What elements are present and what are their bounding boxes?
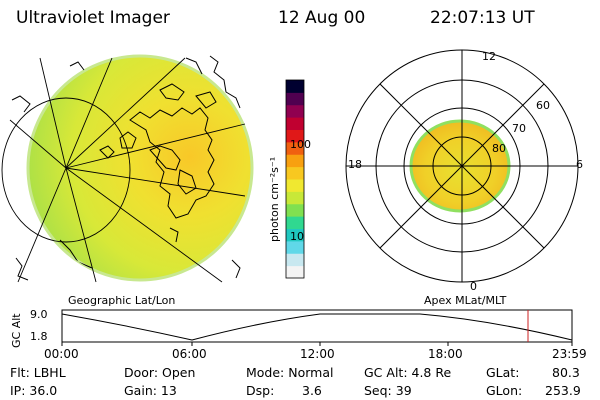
timeline-x-tick-3: 18:00 [428, 347, 463, 361]
colorbar-segment [286, 191, 304, 205]
colorbar-segment [286, 117, 304, 130]
mode-readout: Mode: Normal [246, 365, 334, 380]
seq-readout: Seq: 39 [364, 383, 412, 398]
instrument-title: Ultraviolet Imager [16, 8, 170, 28]
earth-disk [28, 56, 252, 280]
mlt-label-18: 18 [348, 158, 362, 171]
mlat-label-80: 80 [492, 142, 506, 155]
orbit-timeline: GC Alt 9.0 1.8 [10, 308, 573, 348]
glat-value: 80.3 [552, 365, 580, 380]
door-readout: Door: Open [124, 365, 196, 380]
timeline-y-label: GC Alt [10, 313, 23, 348]
colorbar-segment [286, 216, 304, 229]
mlt-label-12: 12 [482, 50, 496, 63]
glon-value: 253.9 [545, 383, 581, 398]
colorbar-tick-100: 100 [290, 138, 311, 151]
timeline-y-tick-max: 9.0 [30, 308, 48, 321]
polar-plot: 12 0 18 6 60 70 80 [345, 49, 583, 293]
colorbar-segment [286, 265, 304, 279]
colorbar-tick-10: 10 [290, 230, 304, 243]
timeline-x-tick-1: 06:00 [172, 347, 207, 361]
colorbar-segment [286, 92, 304, 106]
colorbar-segment [286, 228, 304, 242]
mlt-label-6: 6 [576, 158, 583, 171]
colorbar [285, 79, 305, 279]
coastlines-outer [11, 55, 241, 281]
glon-label: GLon: [486, 383, 523, 398]
geo-panel-label: Geographic Lat/Lon [68, 294, 175, 307]
gain-readout: Gain: 13 [124, 383, 177, 398]
date-label: 12 Aug 00 [278, 8, 366, 28]
timeline-x-tick-2: 12:00 [300, 347, 335, 361]
mlat-label-70: 70 [512, 122, 526, 135]
colorbar-segment [286, 240, 304, 254]
colorbar-segment [286, 166, 304, 180]
glat-label: GLat: [486, 365, 520, 380]
dsp-label: Dsp: [246, 383, 275, 398]
filter-readout: Flt: LBHL [10, 365, 66, 380]
lat-lon-grid [1, 57, 246, 283]
dsp-value: 3.6 [302, 383, 322, 398]
polar-panel-label: Apex MLat/MLT [424, 294, 507, 307]
colorbar-segment [286, 154, 304, 168]
gc-alt-readout: GC Alt: 4.8 Re [364, 365, 452, 380]
colorbar-unit-label: photon cm⁻²s⁻¹ [268, 157, 281, 242]
colorbar-segment [286, 104, 304, 118]
timeline-x-tick-4: 23:59 [552, 347, 587, 361]
colorbar-segment [286, 80, 304, 93]
ip-readout: IP: 36.0 [10, 383, 58, 398]
colorbar-segment [286, 141, 304, 155]
mlt-label-0: 0 [470, 280, 477, 293]
colorbar-segment [286, 203, 304, 217]
colorbar-segment [286, 253, 304, 267]
earth-limb-rim [26, 54, 254, 282]
colorbar-segment [286, 129, 304, 143]
mlat-label-60: 60 [536, 99, 550, 112]
timeline-y-tick-min: 1.8 [30, 330, 48, 343]
colorbar-segment [286, 179, 304, 192]
colorbar-frame [285, 79, 305, 279]
timeline-x-tick-0: 00:00 [44, 347, 79, 361]
coastlines [59, 83, 217, 269]
time-label: 22:07:13 UT [430, 8, 535, 28]
